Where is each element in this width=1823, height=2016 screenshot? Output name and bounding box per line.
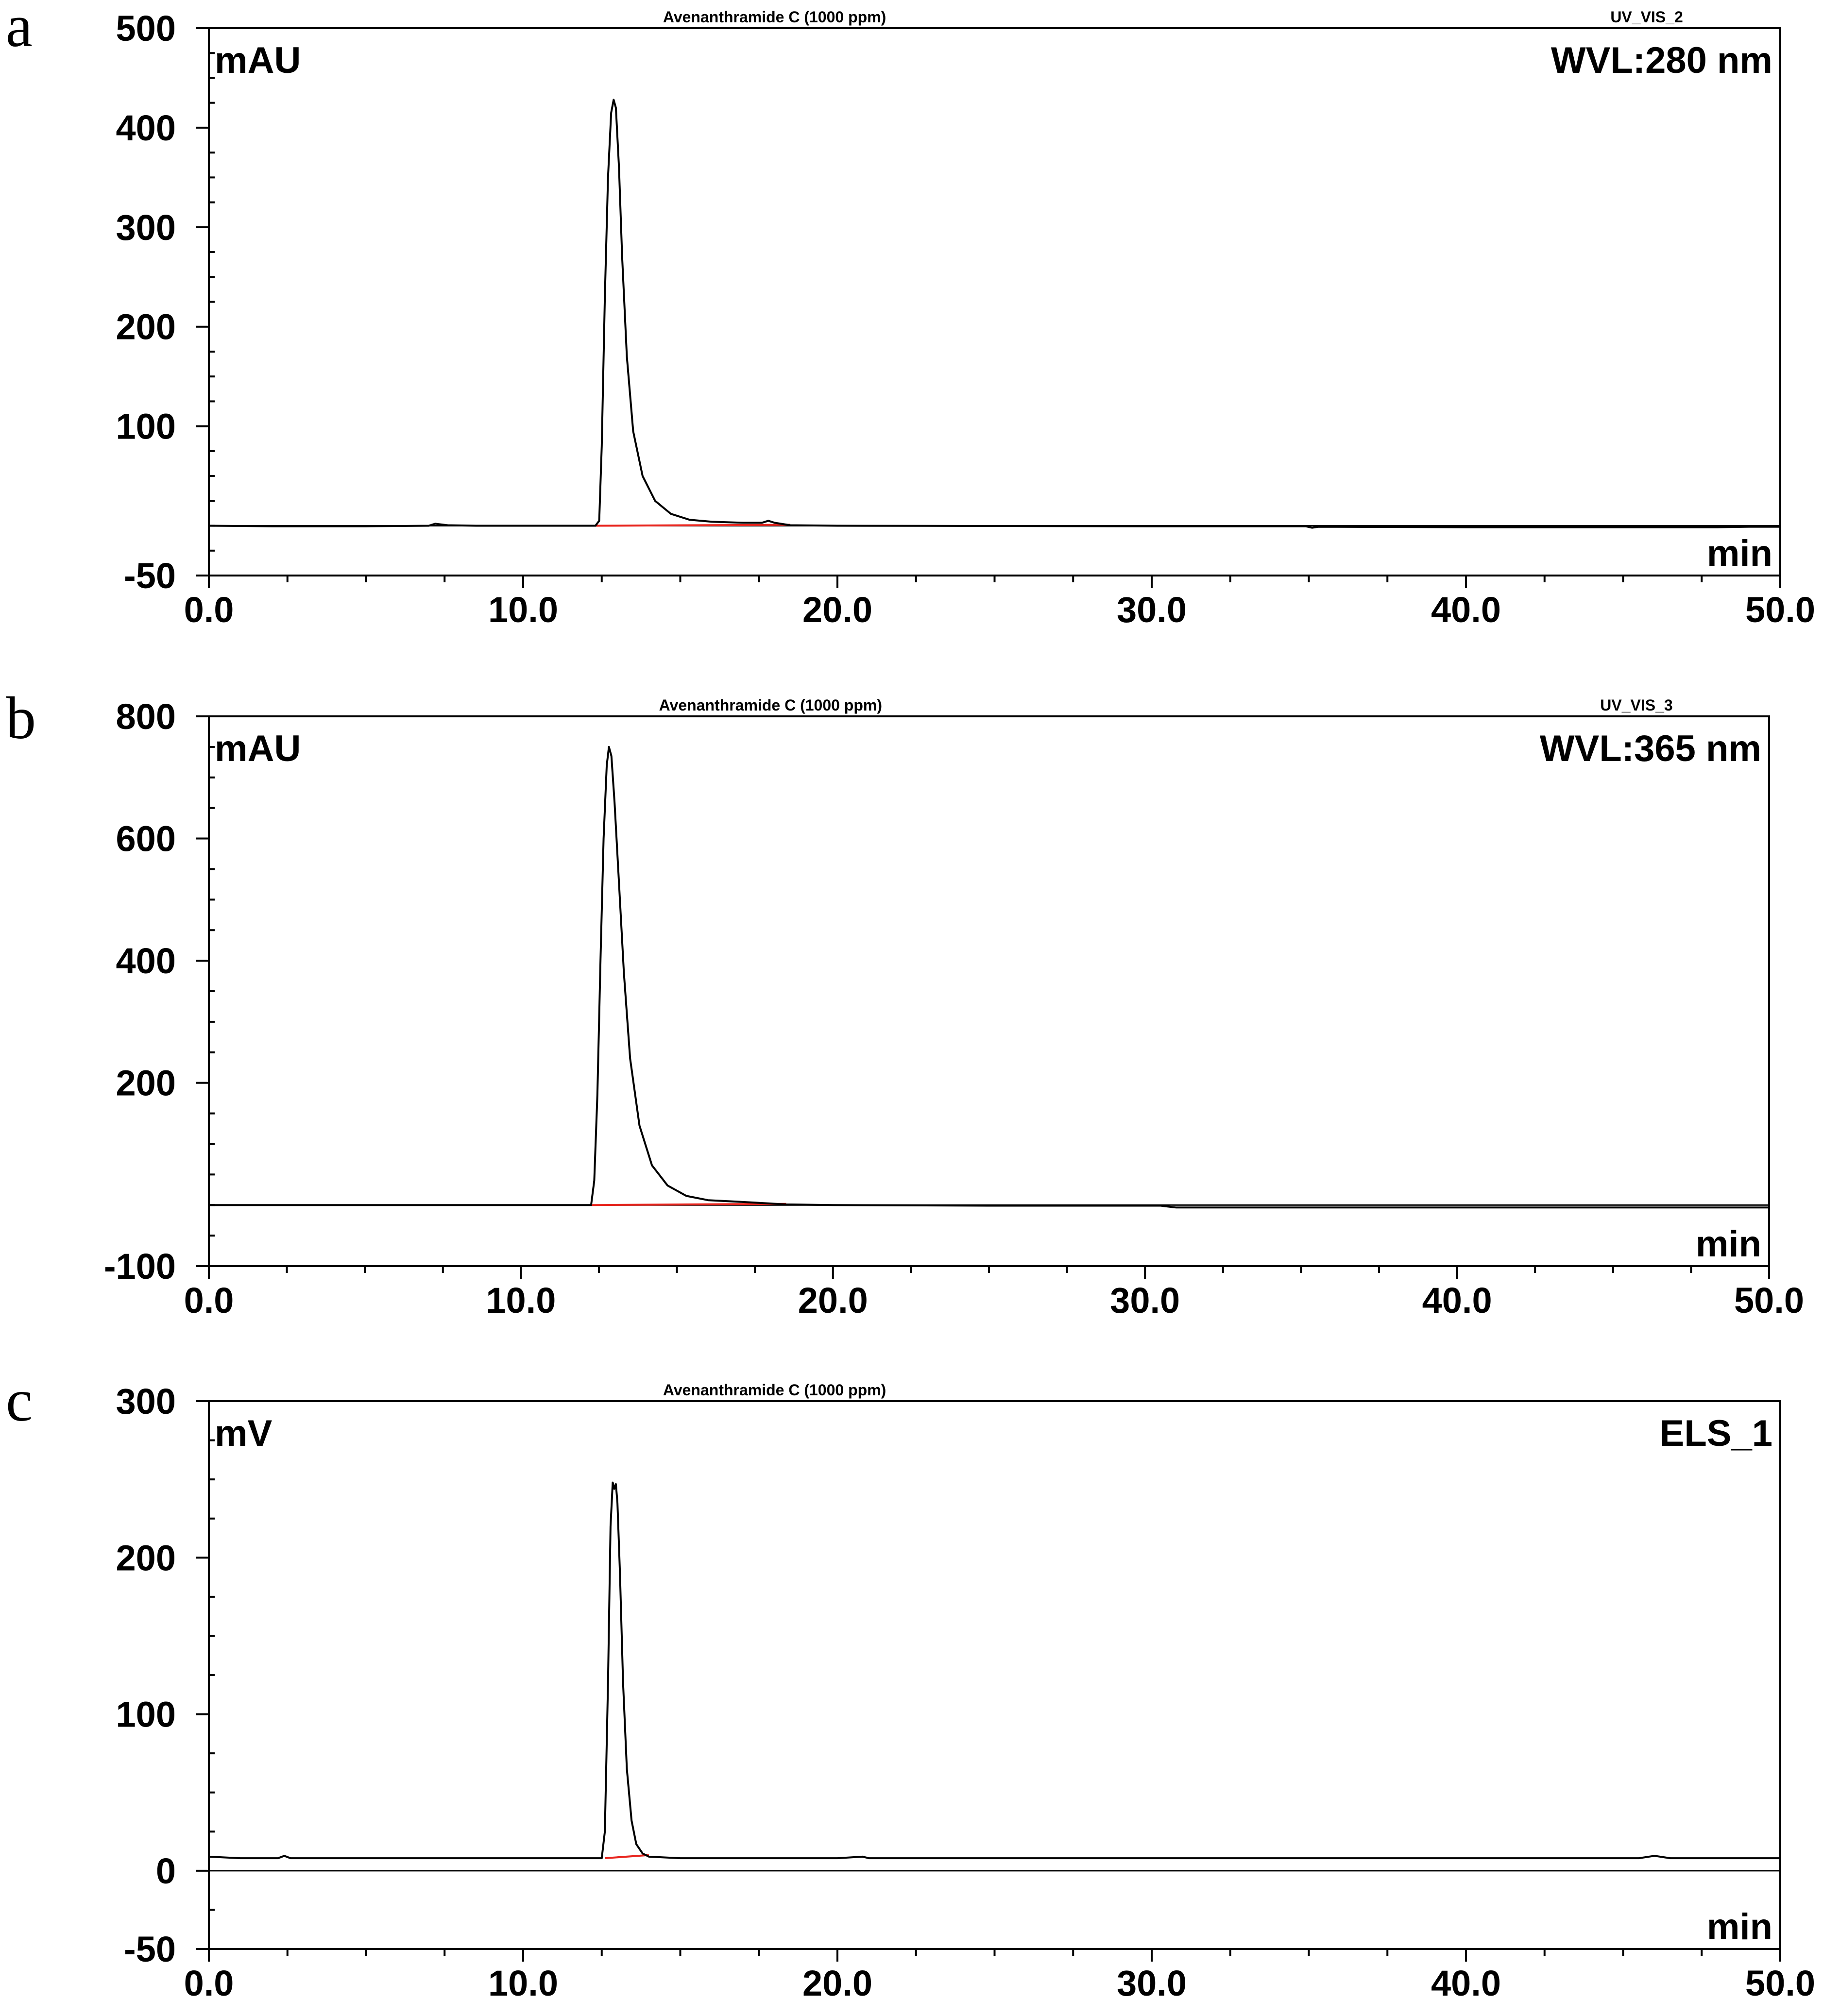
y-tick-label: 100	[116, 407, 176, 447]
panel-letter: a	[6, 0, 33, 59]
panel-letter: b	[6, 685, 36, 751]
chromatogram-trace	[208, 1481, 1780, 1860]
y-tick-label: 600	[116, 819, 176, 859]
chromatogram-panel-a: a 0.0 10.0 20.0 30.0 40.0 50.0 -50 100 200 300 400 5…	[6, 0, 1815, 630]
chart-title: Avenanthramide C (1000 ppm)	[663, 8, 886, 26]
y-tick-label: -100	[104, 1246, 176, 1287]
channel-label: UV_VIS_3	[1600, 696, 1672, 714]
chromatogram-panel-c: c 0.0 10.0 20.0 30.0 40.0 50.0 -50 0 100 200 300 Ave…	[6, 1367, 1815, 2003]
x-tick-label: 40.0	[1431, 1963, 1501, 2003]
x-tick-label: 20.0	[798, 1280, 868, 1321]
chart-title: Avenanthramide C (1000 ppm)	[659, 696, 882, 714]
x-tick-label: 0.0	[184, 1963, 234, 2003]
y-tick-label: 400	[116, 108, 176, 148]
y-tick-label: 300	[116, 1381, 176, 1422]
x-tick-label: 40.0	[1422, 1280, 1492, 1321]
chromatogram-panel-b: b 0.0 10.0 20.0 30.0 40.0 50.0 -100 200 400 600 800…	[6, 685, 1804, 1321]
y-tick-label: 300	[116, 207, 176, 248]
x-axis-unit-label: min	[1707, 533, 1772, 574]
plot-frame	[208, 1400, 1781, 1950]
x-tick-label: 10.0	[486, 1280, 556, 1321]
chromatogram-trace	[208, 99, 1780, 529]
detector-label: ELS_1	[1660, 1413, 1772, 1454]
x-tick-label: 10.0	[488, 1963, 558, 2003]
x-tick-label: 30.0	[1117, 1963, 1187, 2003]
y-axis-unit-label: mV	[215, 1413, 273, 1454]
x-tick-label: 10.0	[488, 590, 558, 630]
x-tick-label: 20.0	[802, 1963, 872, 2003]
y-tick-label: 100	[116, 1694, 176, 1735]
panel-letter: c	[6, 1367, 33, 1434]
x-tick-label: 40.0	[1431, 590, 1501, 630]
integration-baseline	[605, 1854, 649, 1860]
y-tick-label: 0	[156, 1851, 176, 1891]
y-axis-unit-label: mAU	[215, 728, 301, 769]
x-tick-label: 0.0	[184, 1280, 234, 1321]
y-tick-label: 200	[116, 1538, 176, 1578]
x-axis-unit-label: min	[1696, 1223, 1761, 1265]
plot-frame	[208, 715, 1770, 1267]
y-tick-label: 200	[116, 307, 176, 347]
x-tick-label: 0.0	[184, 590, 234, 630]
y-tick-label: 200	[116, 1063, 176, 1103]
y-tick-label: -50	[124, 556, 176, 596]
detector-label: WVL:365 nm	[1540, 728, 1761, 769]
x-tick-label: 30.0	[1117, 590, 1187, 630]
chart-title: Avenanthramide C (1000 ppm)	[663, 1381, 886, 1399]
chromatogram-trace	[209, 745, 1769, 1209]
y-tick-label: 800	[116, 696, 176, 737]
x-tick-label: 50.0	[1745, 590, 1815, 630]
x-tick-label: 30.0	[1110, 1280, 1180, 1321]
y-tick-label: 400	[116, 941, 176, 981]
plot-frame	[208, 27, 1781, 576]
channel-label: UV_VIS_2	[1610, 8, 1683, 26]
y-tick-label: -50	[124, 1929, 176, 1969]
detector-label: WVL:280 nm	[1551, 40, 1772, 81]
x-axis-unit-label: min	[1707, 1906, 1772, 1948]
integration-baseline	[591, 1203, 786, 1206]
y-tick-label: 500	[116, 8, 176, 49]
x-tick-label: 50.0	[1734, 1280, 1804, 1321]
y-axis-unit-label: mAU	[215, 40, 301, 81]
x-tick-label: 20.0	[802, 590, 872, 630]
x-tick-label: 50.0	[1745, 1963, 1815, 2003]
